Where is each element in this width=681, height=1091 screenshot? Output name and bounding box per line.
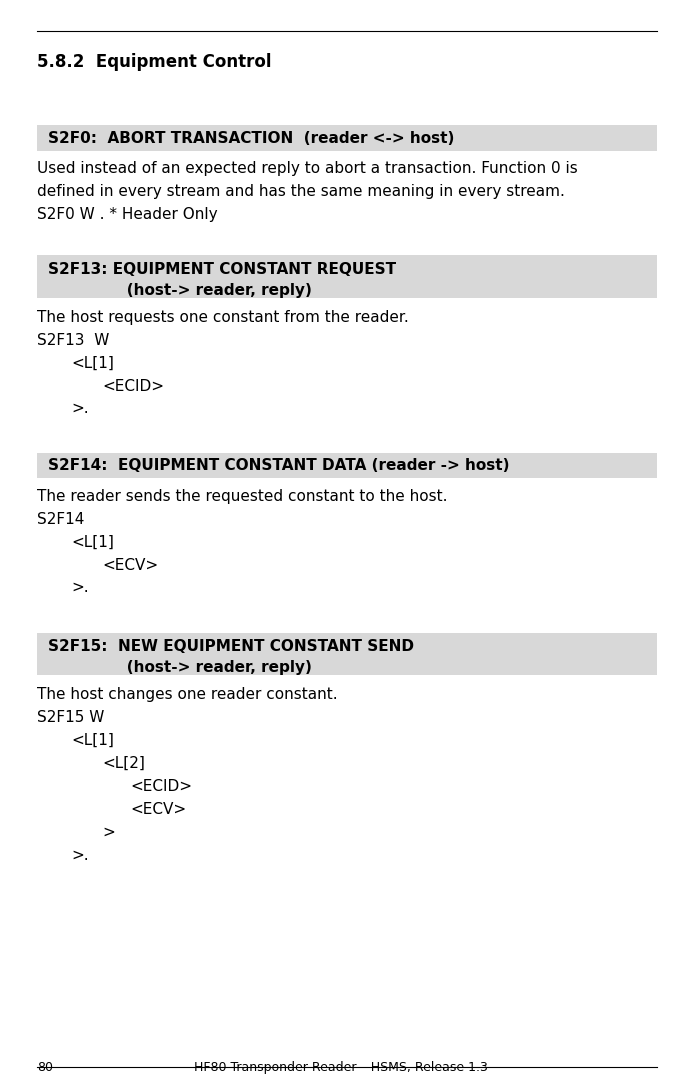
Text: The reader sends the requested constant to the host.: The reader sends the requested constant … xyxy=(37,489,448,504)
Text: >.: >. xyxy=(72,848,89,863)
FancyBboxPatch shape xyxy=(37,125,657,151)
FancyBboxPatch shape xyxy=(37,453,657,478)
Text: S2F15 W: S2F15 W xyxy=(37,710,105,726)
Text: (host-> reader, reply): (host-> reader, reply) xyxy=(48,283,311,298)
Text: S2F13: EQUIPMENT CONSTANT REQUEST: S2F13: EQUIPMENT CONSTANT REQUEST xyxy=(48,262,396,277)
Text: <L[2]: <L[2] xyxy=(102,756,145,771)
Text: S2F14: S2F14 xyxy=(37,512,85,527)
Text: <L[1]: <L[1] xyxy=(72,535,114,550)
Text: >.: >. xyxy=(72,401,89,417)
Text: S2F15:  NEW EQUIPMENT CONSTANT SEND: S2F15: NEW EQUIPMENT CONSTANT SEND xyxy=(48,639,413,655)
Text: S2F13  W: S2F13 W xyxy=(37,333,110,348)
Text: Used instead of an expected reply to abort a transaction. Function 0 is: Used instead of an expected reply to abo… xyxy=(37,161,578,177)
Text: S2F0 W . * Header Only: S2F0 W . * Header Only xyxy=(37,207,218,223)
Text: (host-> reader, reply): (host-> reader, reply) xyxy=(48,660,311,675)
Text: S2F14:  EQUIPMENT CONSTANT DATA (reader -> host): S2F14: EQUIPMENT CONSTANT DATA (reader -… xyxy=(48,458,509,472)
Text: <ECID>: <ECID> xyxy=(131,779,193,794)
Text: defined in every stream and has the same meaning in every stream.: defined in every stream and has the same… xyxy=(37,184,565,200)
Text: >.: >. xyxy=(72,580,89,596)
Text: S2F0:  ABORT TRANSACTION  (reader <-> host): S2F0: ABORT TRANSACTION (reader <-> host… xyxy=(48,131,454,145)
Text: <ECID>: <ECID> xyxy=(102,379,164,394)
Text: <ECV>: <ECV> xyxy=(102,558,158,573)
FancyBboxPatch shape xyxy=(37,633,657,675)
Text: The host requests one constant from the reader.: The host requests one constant from the … xyxy=(37,310,409,325)
Text: >: > xyxy=(102,825,115,840)
Text: 5.8.2  Equipment Control: 5.8.2 Equipment Control xyxy=(37,53,272,71)
Text: 80: 80 xyxy=(37,1060,53,1074)
Text: <L[1]: <L[1] xyxy=(72,733,114,748)
FancyBboxPatch shape xyxy=(37,255,657,298)
Text: The host changes one reader constant.: The host changes one reader constant. xyxy=(37,687,338,703)
Text: <L[1]: <L[1] xyxy=(72,356,114,371)
Text: <ECV>: <ECV> xyxy=(131,802,187,817)
Text: HF80 Transponder Reader – HSMS, Release 1.3: HF80 Transponder Reader – HSMS, Release … xyxy=(193,1060,488,1074)
